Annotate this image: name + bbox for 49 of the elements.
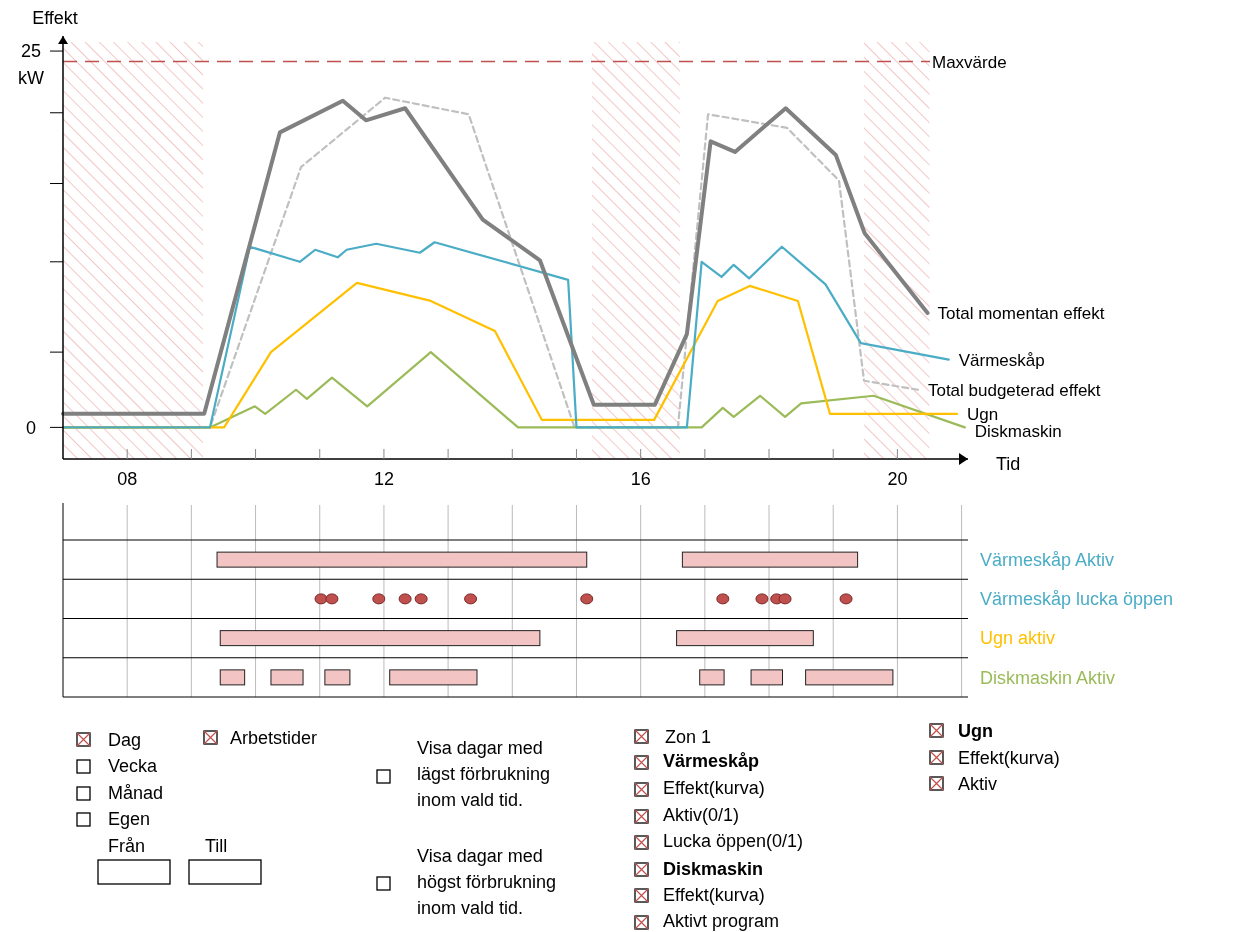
text: Lucka öppen(0/1) [663, 831, 804, 852]
y-axis-title: Effekt [32, 8, 78, 28]
bar [681, 551, 859, 568]
ref-line-label: Maxvärde [932, 52, 1007, 72]
text: Diskmaskin [663, 859, 764, 880]
text: Dag [108, 730, 142, 751]
x-tick-label: 12 [373, 469, 394, 490]
text: Aktiv [958, 774, 998, 795]
text: Ugn [958, 721, 993, 742]
series-label: Total budgeterad effekt [927, 380, 1101, 400]
bar [324, 669, 351, 686]
x-tick-label: 08 [117, 469, 138, 490]
bar [676, 630, 814, 647]
y-tick-label: Värmeskåp lucka öppen [980, 589, 1174, 610]
y-tick-label: Värmeskåp Aktiv [980, 549, 1115, 570]
bar [219, 630, 541, 647]
series-label: Ugn [967, 404, 999, 424]
bar [219, 669, 246, 686]
bar [389, 669, 478, 686]
bar [750, 669, 784, 686]
y-tick-label: Diskmaskin Aktiv [980, 667, 1116, 688]
text: Aktivt program [663, 911, 780, 932]
x-tick-label: 20 [887, 469, 908, 490]
bar [699, 669, 725, 686]
bar [216, 551, 588, 568]
text: Till [205, 836, 228, 857]
text: Arbetstider [230, 728, 318, 749]
text: Effekt(kurva) [663, 885, 765, 906]
text: Värmeskåp [663, 751, 760, 772]
text: Från [108, 836, 146, 857]
bar [270, 669, 304, 686]
text: Aktiv(0/1) [663, 805, 740, 826]
text: Effekt(kurva) [663, 778, 765, 799]
series-label: Värmeskåp [958, 350, 1045, 370]
text: Visa dagar med lägst förbrukning inom vald tid. [417, 738, 551, 811]
text: kW [18, 68, 44, 89]
y-tick-label: Ugn aktiv [980, 628, 1056, 649]
series-label: Total momentan effekt [937, 303, 1105, 323]
text: Zon 1 [665, 727, 712, 748]
x-tick-label: 16 [630, 469, 651, 490]
text: Effekt(kurva) [958, 748, 1060, 769]
y-tick-label: 0 [25, 417, 37, 438]
text: Egen [108, 809, 151, 830]
bar [805, 669, 894, 686]
y-tick-label: 25 [20, 41, 42, 62]
text: Månad [108, 783, 164, 804]
x-axis-title: Tid [996, 454, 1021, 475]
text: Vecka [108, 756, 159, 777]
text: Visa dagar med högst förbrukning inom vald tid. [417, 846, 557, 919]
